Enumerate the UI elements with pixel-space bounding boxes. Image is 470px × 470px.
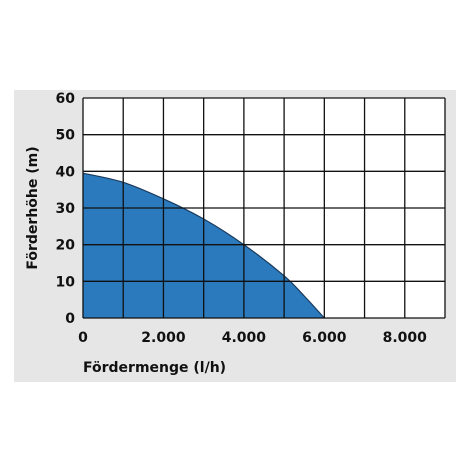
x-tick-labels: 0 2.000 4.000 6.000 8.000 [78, 330, 427, 346]
x-axis-title: Fördermenge (l/h) [83, 360, 226, 376]
pump-curve-chart: 0 2.000 4.000 6.000 8.000 0 10 20 30 40 50 60 Förd… [25, 91, 446, 376]
y-tick-labels: 0 10 20 30 40 50 60 [56, 91, 76, 327]
y-tick-label: 40 [56, 164, 76, 180]
x-tick-label: 4.000 [222, 330, 267, 346]
chart-panel: 0 2.000 4.000 6.000 8.000 0 10 20 30 40 50 60 Förd… [14, 90, 456, 382]
x-tick-label: 2.000 [141, 330, 186, 346]
x-tick-label: 6.000 [302, 330, 347, 346]
y-tick-label: 0 [65, 311, 75, 327]
y-axis-title: Förderhöhe (m) [25, 146, 41, 269]
grid-layer [82, 97, 446, 319]
x-tick-label: 8.000 [383, 330, 428, 346]
y-tick-label: 30 [56, 201, 76, 217]
x-tick-label: 0 [78, 330, 88, 346]
y-tick-label: 20 [56, 238, 76, 254]
y-tick-label: 60 [56, 91, 76, 107]
y-tick-label: 50 [56, 128, 76, 144]
y-tick-label: 10 [56, 274, 76, 290]
area-series-line [82, 172, 325, 319]
